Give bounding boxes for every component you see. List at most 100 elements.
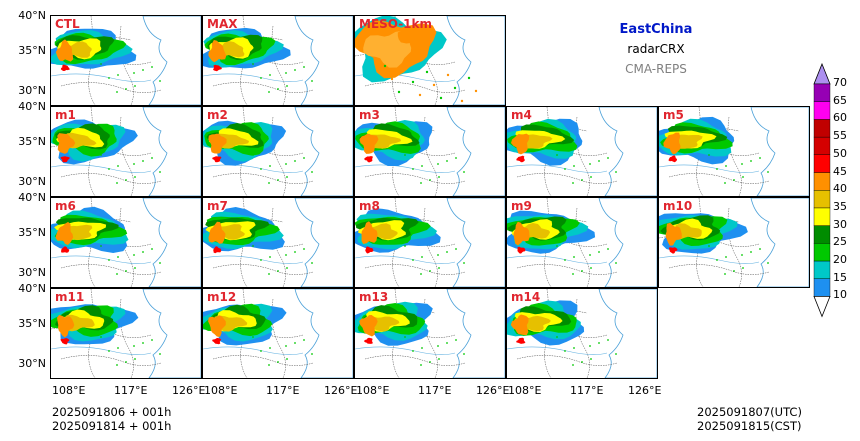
colorbar-level-label: 15 — [833, 270, 847, 284]
map-panel-m12: m12 — [202, 288, 354, 379]
map-panel-m4: m4 — [506, 106, 658, 197]
lat-tick-label: 35°N — [18, 135, 46, 148]
colorbar-segment — [813, 278, 831, 297]
valid-time-cst: 2025091815(CST) — [697, 419, 802, 433]
lat-tick-label: 40°N — [18, 100, 46, 113]
region-title: EastChina — [619, 22, 693, 37]
map-panel-m8: m8 — [354, 197, 506, 288]
map-panel-m9: m9 — [506, 197, 658, 288]
lon-tick-label: 108°E — [52, 384, 86, 397]
map-panel-m10: m10 — [658, 197, 810, 288]
lon-tick-label: 108°E — [204, 384, 238, 397]
colorbar-segment — [813, 154, 831, 173]
colorbar-segment — [813, 101, 831, 120]
lon-tick-label: 117°E — [418, 384, 452, 397]
lon-tick-label: 117°E — [570, 384, 604, 397]
lon-tick-label: 126°E — [324, 384, 358, 397]
colorbar-level-label: 35 — [833, 199, 847, 213]
colorbar-segment — [813, 172, 831, 191]
panel-label: MAX — [207, 17, 238, 31]
map-panel-m6: m6 — [50, 197, 202, 288]
lat-tick-label: 40°N — [18, 282, 46, 295]
valid-time-utc: 2025091807(UTC) — [697, 405, 802, 419]
radar-map — [203, 289, 353, 378]
colorbar-level-label: 10 — [833, 288, 847, 302]
lon-tick-label: 126°E — [628, 384, 662, 397]
radar-map — [51, 16, 201, 105]
lat-tick-label: 40°N — [18, 9, 46, 22]
radar-map — [355, 107, 505, 196]
lat-tick-label: 35°N — [18, 226, 46, 239]
colorbar-segment — [813, 189, 831, 209]
map-panel-m7: m7 — [202, 197, 354, 288]
radar-map — [659, 198, 809, 287]
lat-tick-label: 35°N — [18, 317, 46, 330]
init-time-utc: 2025091806 + 001h — [52, 405, 172, 419]
lat-tick-label: 30°N — [18, 266, 46, 279]
map-panel-m1: m1 — [50, 106, 202, 197]
init-time-cst: 2025091814 + 001h — [52, 419, 172, 433]
colorbar-segment — [813, 225, 831, 244]
variable-title: radarCRX — [627, 42, 685, 56]
panel-label: m6 — [55, 199, 76, 213]
colorbar-level-label: 70 — [833, 76, 847, 89]
radar-map — [355, 289, 505, 378]
panel-label: m8 — [359, 199, 380, 213]
radar-map — [203, 16, 353, 105]
colorbar-segment — [813, 243, 831, 262]
colorbar-level-label: 55 — [833, 129, 847, 143]
panel-label: m2 — [207, 108, 228, 122]
panel-label: m4 — [511, 108, 532, 122]
colorbar-level-label: 30 — [833, 217, 847, 231]
colorbar-level-label: 50 — [833, 146, 847, 160]
colorbar-segment — [813, 136, 831, 155]
system-title: CMA-REPS — [625, 62, 687, 76]
radar-map — [659, 107, 809, 196]
radar-map — [203, 198, 353, 287]
colorbar-segment — [813, 207, 831, 226]
lat-tick-label: 40°N — [18, 191, 46, 204]
radar-map — [51, 289, 201, 378]
lon-tick-label: 126°E — [476, 384, 510, 397]
panel-label: m10 — [663, 199, 693, 213]
panel-label: CTL — [55, 17, 80, 31]
colorbar-level-label: 45 — [833, 164, 847, 178]
panel-label: m13 — [359, 290, 389, 304]
map-panel-m2: m2 — [202, 106, 354, 197]
radar-map — [355, 198, 505, 287]
panel-label: m1 — [55, 108, 76, 122]
lon-tick-label: 108°E — [508, 384, 542, 397]
lat-tick-label: 30°N — [18, 84, 46, 97]
panel-label: m14 — [511, 290, 541, 304]
lon-tick-label: 126°E — [172, 384, 206, 397]
radar-map — [355, 16, 505, 105]
radar-map — [507, 107, 657, 196]
radar-map — [51, 107, 201, 196]
radar-map — [51, 198, 201, 287]
map-panel-ctl: CTL — [50, 15, 202, 106]
map-panel-m14: m14 — [506, 288, 658, 379]
colorbar-segment — [813, 260, 831, 279]
map-panel-m11: m11 — [50, 288, 202, 379]
lat-tick-label: 35°N — [18, 44, 46, 57]
radar-map — [507, 198, 657, 287]
panel-label: m11 — [55, 290, 85, 304]
radar-map — [203, 107, 353, 196]
panel-label: m12 — [207, 290, 237, 304]
lat-tick-label: 30°N — [18, 357, 46, 370]
colorbar-level-label: 60 — [833, 111, 847, 125]
colorbar-level-label: 40 — [833, 182, 847, 196]
radar-map — [507, 289, 657, 378]
colorbar — [813, 62, 831, 318]
panel-label: MESO-1km — [359, 17, 433, 31]
panel-label: m9 — [511, 199, 532, 213]
panel-label: m7 — [207, 199, 228, 213]
colorbar-level-label: 20 — [833, 253, 847, 266]
colorbar-level-label: 65 — [833, 93, 847, 107]
colorbar-level-label: 25 — [833, 235, 847, 249]
map-panel-meso-1km: MESO-1km — [354, 15, 506, 106]
panel-label: m3 — [359, 108, 380, 122]
colorbar-segment — [813, 83, 831, 102]
map-panel-m5: m5 — [658, 106, 810, 197]
colorbar-segment — [813, 119, 831, 138]
